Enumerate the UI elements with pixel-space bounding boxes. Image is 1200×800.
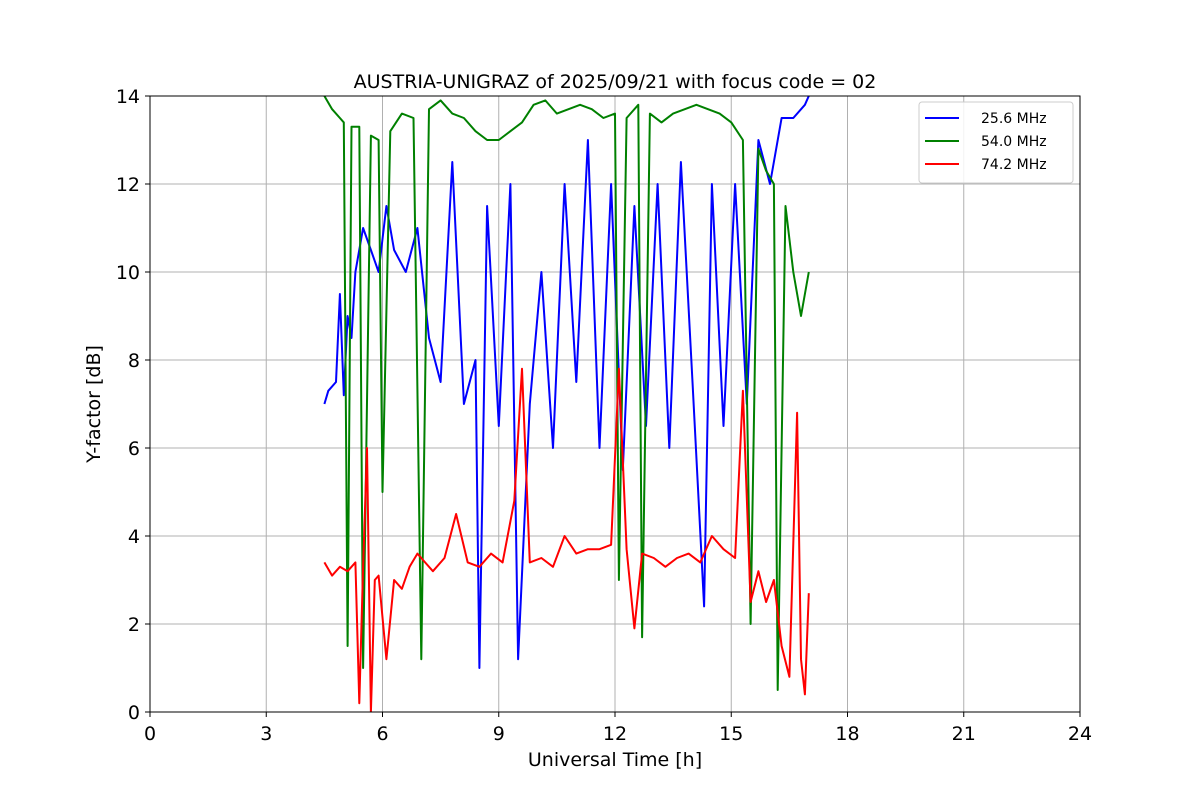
series-line-1 (323, 96, 810, 691)
series-line-0 (323, 96, 810, 669)
x-tick-label: 18 (835, 723, 859, 745)
y-tick-label: 12 (116, 174, 140, 196)
legend: 25.6 MHz 54.0 MHz 74.2 MHz (918, 101, 1074, 184)
y-tick-label: 10 (116, 262, 140, 284)
chart-title: AUSTRIA-UNIGRAZ of 2025/09/21 with focus… (354, 71, 877, 93)
x-tick-label: 21 (952, 723, 976, 745)
x-tick-label: 15 (719, 723, 743, 745)
legend-label: 74.2 MHz (981, 157, 1047, 173)
x-tick-label: 6 (376, 723, 388, 745)
x-tick-label: 24 (1068, 723, 1092, 745)
x-tick-label: 3 (260, 723, 272, 745)
x-tick-label: 0 (144, 723, 156, 745)
y-tick-label: 8 (128, 350, 140, 372)
legend-box (918, 101, 1074, 184)
x-tick-label: 12 (603, 723, 627, 745)
series-layer (323, 96, 810, 712)
x-tick-label: 9 (493, 723, 505, 745)
y-axis-title: Y-factor [dB] (83, 345, 105, 464)
y-tick-label: 4 (128, 526, 140, 548)
y-tick-label: 14 (116, 86, 140, 108)
series-line-2 (323, 367, 810, 712)
y-tick-label: 0 (128, 702, 140, 724)
x-axis-title: Universal Time [h] (528, 749, 702, 771)
y-tick-label: 6 (128, 438, 140, 460)
legend-label: 54.0 MHz (981, 134, 1047, 150)
y-tick-label: 2 (128, 614, 140, 636)
legend-label: 25.6 MHz (981, 111, 1047, 127)
